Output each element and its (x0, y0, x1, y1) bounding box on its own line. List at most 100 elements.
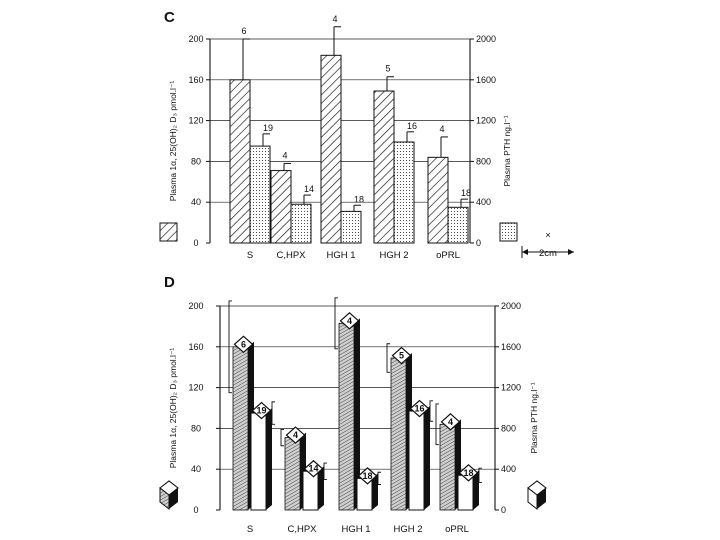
bar-pth-side (318, 466, 324, 510)
right-tick-label: 1200 (476, 116, 496, 126)
error-bracket-vitd (280, 428, 284, 447)
category-label: HGH 1 (326, 250, 355, 261)
cap-diamond-vitd (285, 426, 306, 444)
cap-diamond-pth (303, 459, 324, 478)
error-bracket-pth (323, 462, 327, 480)
error-bracket-pth (429, 400, 433, 422)
cap-diamond-vitd (339, 312, 360, 330)
legend-pth-swatch (499, 222, 518, 242)
left-tick-label: 0 (193, 505, 198, 515)
bar-vitd (338, 322, 355, 511)
n-label-pth: 14 (308, 464, 318, 474)
n-label-pth: 14 (304, 184, 314, 194)
bar-pth (340, 210, 362, 244)
error-bracket-vitd (334, 297, 338, 350)
n-label-pth: 18 (463, 468, 473, 478)
n-label-vitd: 4 (347, 316, 352, 326)
bar-vitd (390, 357, 407, 511)
right-tick-label: 1200 (501, 383, 521, 393)
bar-vitd (439, 423, 456, 511)
bar-pth-side (473, 470, 479, 510)
n-label-vitd: 5 (399, 351, 404, 361)
scale-bar-arrow-left (522, 249, 528, 255)
n-label-vitd: 4 (282, 150, 287, 160)
bar-pth (457, 474, 474, 511)
n-label-vitd: 4 (332, 14, 337, 24)
n-label-pth: 19 (263, 123, 273, 133)
left-tick-label: 40 (191, 464, 201, 474)
cap-diamond-pth (251, 401, 272, 420)
bar-pth-side (372, 473, 378, 510)
n-label-pth: 16 (407, 121, 417, 131)
left-tick-label: 200 (188, 301, 203, 311)
category-label: S (247, 250, 253, 261)
n-label-pth: 16 (414, 404, 424, 414)
right-tick-label: 400 (501, 464, 516, 474)
n-label-vitd: 4 (439, 124, 444, 134)
left-tick-label: 80 (191, 423, 201, 433)
cap-diamond-vitd (233, 335, 254, 354)
bar-vitd (320, 54, 342, 244)
right-tick-label: 800 (476, 156, 491, 166)
right-axis-title: Plasma PTH ng.l⁻¹ (502, 115, 512, 186)
bar-pth (249, 145, 271, 244)
panel-d: D040801201602000400800120016002000Plasma… (159, 274, 547, 535)
category-label: S (247, 524, 253, 535)
scale-bar-label: 2cm (539, 248, 557, 259)
panel-letter: D (164, 274, 175, 291)
scale-bar-mark: × (545, 230, 551, 241)
bar-pth (290, 203, 312, 244)
right-axis-title: Plasma PTH ng.l⁻¹ (529, 382, 539, 453)
error-bracket-vitd (386, 343, 390, 373)
legend-vitd-swatch (159, 222, 178, 242)
cap-diamond-vitd (440, 413, 461, 431)
n-label-vitd: 6 (241, 339, 246, 349)
bar-pth-side (266, 408, 272, 510)
error-bracket-pth (271, 401, 275, 425)
bar-pth (302, 470, 319, 511)
right-tick-label: 1600 (501, 342, 521, 352)
right-tick-label: 1600 (476, 75, 496, 85)
panel-letter: C (164, 9, 175, 26)
right-tick-label: 0 (501, 505, 506, 515)
bar-pth (447, 206, 469, 244)
cap-diamond-vitd (391, 346, 412, 365)
n-label-pth: 19 (256, 406, 266, 416)
category-label: HGH 1 (341, 524, 370, 535)
bar-pth-side (424, 406, 430, 510)
left-tick-label: 0 (193, 238, 198, 248)
left-tick-label: 80 (191, 156, 201, 166)
n-label-pth: 18 (362, 471, 372, 481)
bar-pth (408, 410, 425, 511)
category-label: C,HPX (287, 524, 317, 535)
bar-vitd (284, 437, 301, 511)
left-tick-label: 160 (188, 342, 203, 352)
right-tick-label: 2000 (476, 34, 496, 44)
n-label-vitd: 4 (293, 430, 298, 440)
left-tick-label: 120 (188, 383, 203, 393)
left-tick-label: 200 (188, 34, 203, 44)
legend-vitd-cube-side (169, 488, 178, 509)
cap-diamond-pth (357, 467, 378, 485)
right-tick-label: 800 (501, 423, 516, 433)
panel-c: C040801201602000400800120016002000Plasma… (159, 9, 574, 261)
n-label-vitd: 4 (448, 417, 453, 427)
right-tick-label: 0 (476, 238, 481, 248)
n-label-vitd: 6 (241, 26, 246, 36)
bar-pth (393, 141, 415, 244)
cap-diamond-pth (458, 464, 479, 482)
scale-bar-arrow-right (568, 249, 574, 255)
category-label: HGH 2 (393, 524, 422, 535)
right-tick-label: 2000 (501, 301, 521, 311)
error-bracket-vitd (228, 300, 232, 394)
bar-vitd (427, 156, 449, 244)
left-axis-title: Plasma 1α, 25(OH)₂ D₃ pmol.l⁻¹ (168, 348, 178, 469)
bar-pth (250, 412, 267, 511)
bar-vitd (373, 90, 395, 244)
category-label: C,HPX (276, 250, 306, 261)
category-label: oPRL (436, 250, 460, 261)
category-label: oPRL (445, 524, 469, 535)
category-label: HGH 2 (379, 250, 408, 261)
bar-vitd (270, 170, 292, 244)
